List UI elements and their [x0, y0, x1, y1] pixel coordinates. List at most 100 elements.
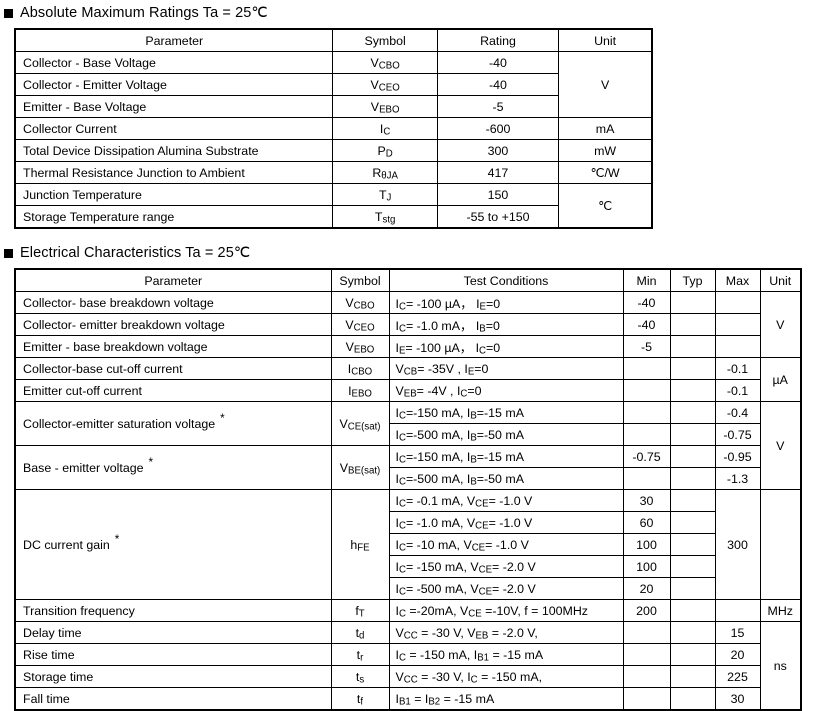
unit-cell: MHz — [759, 599, 802, 622]
unit-cell: ℃ — [558, 183, 653, 229]
typ-cell — [669, 665, 716, 688]
min-cell — [622, 687, 671, 711]
rating-cell: 417 — [436, 161, 560, 184]
min-cell — [622, 621, 671, 644]
symbol-cell: VCBO — [330, 291, 390, 314]
typ-cell — [669, 423, 716, 446]
max-cell: 225 — [714, 665, 761, 688]
table-row: Storage Temperature range Tstg -55 to +150 — [14, 205, 652, 229]
parameter-cell: Collector- base breakdown voltage — [14, 291, 332, 314]
column-header-3: Min — [622, 268, 671, 292]
min-cell: 100 — [622, 533, 671, 556]
unit-cell: µA — [759, 357, 802, 402]
symbol-cell: VCEO — [332, 73, 438, 96]
column-header-5: Max — [714, 268, 761, 292]
symbol-cell: RθJA — [332, 161, 438, 184]
rating-cell: -40 — [436, 73, 560, 96]
table-row: Delay time td VCC = -30 V, VEB = -2.0 V, 15… — [14, 621, 802, 711]
parameter-cell: Delay time — [14, 621, 332, 644]
min-cell: -0.75 — [622, 445, 671, 468]
symbol-cell: VEBO — [332, 95, 438, 118]
rating-cell: 300 — [436, 139, 560, 162]
table-row: Collector - Base Voltage VCBO -40 V — [14, 51, 653, 118]
min-cell — [622, 643, 671, 666]
parameter-cell: Thermal Resistance Junction to Ambient — [14, 161, 334, 184]
table-row: Emitter - Base Voltage VEBO -5 — [14, 95, 652, 118]
typ-cell — [669, 379, 716, 402]
symbol-cell: VCE(sat) — [330, 401, 390, 446]
parameter-cell: Base - emitter voltage * — [14, 445, 332, 490]
column-header-2: Test Conditions — [388, 268, 624, 292]
typ-cell — [669, 577, 716, 600]
min-cell — [622, 379, 671, 402]
typ-cell — [669, 313, 716, 336]
max-cell: -0.75 — [714, 423, 761, 446]
min-cell: -40 — [622, 291, 671, 314]
parameter-cell: Collector Current — [14, 117, 334, 140]
min-cell: 100 — [622, 555, 671, 578]
symbol-cell: VEBO — [330, 335, 390, 358]
column-header-2: Rating — [436, 28, 560, 52]
typ-cell — [669, 357, 716, 380]
symbol-cell: TJ — [332, 183, 438, 206]
table-row: IC= -500 mA, VCE= -2.0 V 20 — [15, 577, 801, 600]
typ-cell — [669, 335, 716, 358]
symbol-cell: hFE — [330, 489, 390, 600]
parameter-cell: Total Device Dissipation Alumina Substra… — [14, 139, 334, 162]
table-row: Base - emitter voltage * VBE(sat) IC=-150 m… — [14, 445, 801, 490]
table-row: Emitter cut-off current IEBO VEB= -4V , IC… — [14, 379, 801, 402]
max-cell — [714, 313, 761, 336]
parameter-cell: Transition frequency — [14, 599, 332, 622]
test-condition-cell: IB1 = IB2 = -15 mA — [388, 687, 624, 711]
symbol-cell: ICBO — [330, 357, 390, 380]
unit-cell: V — [759, 401, 802, 490]
symbol-cell: VBE(sat) — [330, 445, 390, 490]
rating-cell: -5 — [436, 95, 560, 118]
bullet-square-icon — [4, 8, 13, 18]
column-header-1: Symbol — [332, 28, 438, 52]
table-row: Transition frequency fT IC =-20mA, VCE =-1… — [14, 599, 802, 622]
max-cell — [714, 335, 761, 358]
parameter-cell: Collector - Emitter Voltage — [14, 73, 334, 96]
test-condition-cell: IC= -150 mA, VCE= -2.0 V — [388, 555, 624, 578]
symbol-cell: VCBO — [332, 51, 438, 74]
table-row: Emitter - base breakdown voltage VEBO IE= … — [14, 335, 801, 358]
table-row: Collector Current IC -600 mA — [14, 117, 653, 140]
table-row: Total Device Dissipation Alumina Substra… — [14, 139, 653, 162]
unit-cell: mA — [558, 117, 653, 140]
min-cell: -5 — [622, 335, 671, 358]
table-row: Thermal Resistance Junction to Ambient Rθ… — [14, 161, 653, 184]
parameter-cell: Emitter cut-off current — [14, 379, 332, 402]
min-cell — [622, 401, 671, 424]
electrical-heading-text: Electrical Characteristics Ta = 25℃ — [20, 245, 251, 261]
typ-cell — [669, 489, 716, 512]
min-cell: 60 — [622, 511, 671, 534]
symbol-cell: fT — [330, 599, 390, 622]
parameter-cell: Emitter - Base Voltage — [14, 95, 334, 118]
max-cell — [714, 599, 761, 622]
parameter-cell: DC current gain * — [14, 489, 332, 600]
min-cell: 200 — [622, 599, 671, 622]
symbol-cell: td — [330, 621, 390, 644]
table-row: Rise time tr IC = -150 mA, IB1 = -15 mA 20 — [14, 643, 801, 666]
test-condition-cell: VCC = -30 V, IC = -150 mA, — [388, 665, 624, 688]
table-row: Collector-base cut-off current ICBO VCB= -… — [14, 357, 802, 402]
bullet-square-icon — [4, 248, 13, 258]
test-condition-cell: IC= -0.1 mA, VCE= -1.0 V — [388, 489, 624, 512]
table-row: Junction Temperature TJ 150 ℃ — [14, 183, 653, 229]
test-condition-cell: IC=-500 mA, IB=-50 mA — [388, 423, 624, 446]
min-cell: -40 — [622, 313, 671, 336]
absolute-maximum-ratings-table: Parameter Symbol Rating Unit Collector - Bas… — [14, 28, 653, 229]
abs-max-heading: Absolute Maximum Ratings Ta = 25℃ — [4, 3, 815, 23]
typ-cell — [669, 599, 716, 622]
min-cell: 30 — [622, 489, 671, 512]
test-condition-cell: IC=-150 mA, IB=-15 mA — [388, 445, 624, 468]
test-condition-cell: IC= -100 µA， IE=0 — [388, 291, 624, 314]
test-condition-cell: VEB= -4V , IC=0 — [388, 379, 624, 402]
table-row: Collector- base breakdown voltage VCBO IC=… — [14, 291, 802, 358]
test-condition-cell: VCC = -30 V, VEB = -2.0 V, — [388, 621, 624, 644]
unit-cell: V — [558, 51, 653, 118]
max-cell: -0.4 — [714, 401, 761, 424]
typ-cell — [669, 467, 716, 490]
parameter-cell: Fall time — [14, 687, 332, 711]
